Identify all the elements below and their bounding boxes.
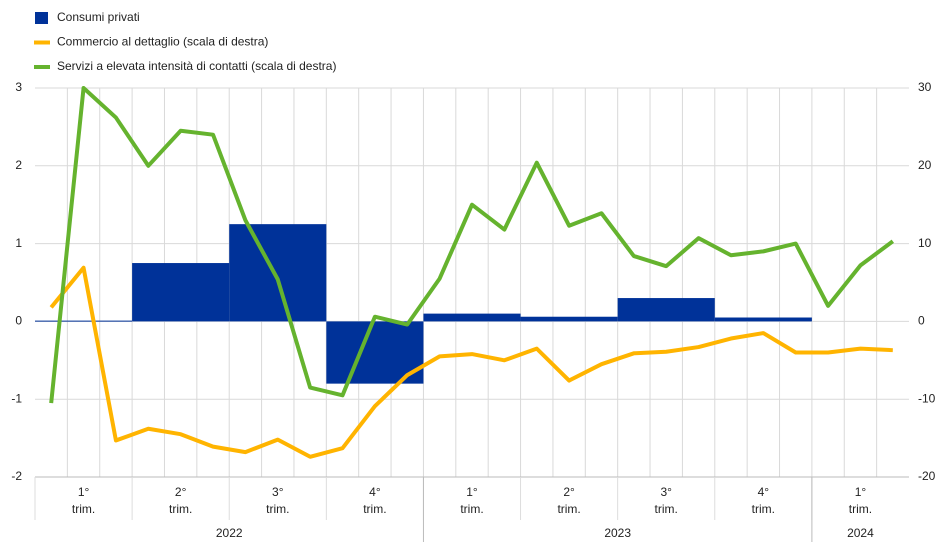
x-tick-label: 4° [369, 485, 381, 499]
x-tick-label: 2° [175, 485, 187, 499]
legend-label: Commercio al dettaglio (scala di destra) [57, 35, 268, 49]
bar [35, 320, 133, 322]
y2-tick-label: 30 [918, 80, 932, 94]
y-tick-label: -2 [11, 469, 22, 483]
x-tick-label: trim. [655, 502, 678, 516]
legend-swatch [35, 12, 48, 24]
y-tick-label: 0 [15, 314, 22, 328]
bar [617, 298, 715, 322]
x-tick-label: 4° [758, 485, 770, 499]
bar [714, 317, 812, 322]
x-tick-label: trim. [557, 502, 580, 516]
year-label: 2023 [604, 526, 631, 540]
bar [229, 224, 327, 322]
y2-tick-label: 20 [918, 158, 932, 172]
line [49, 86, 895, 404]
y-tick-label: 1 [15, 236, 22, 250]
y2-tick-label: -20 [918, 469, 936, 483]
y2-tick-label: 10 [918, 236, 932, 250]
x-tick-label: 3° [272, 485, 284, 499]
x-tick-label: trim. [849, 502, 872, 516]
x-tick-label: 1° [78, 485, 90, 499]
x-tick-label: 2° [563, 485, 575, 499]
bar [423, 313, 521, 322]
x-tick-label: 3° [660, 485, 672, 499]
legend-label: Servizi a elevata intensità di contatti … [57, 59, 336, 73]
y2-tick-label: 0 [918, 314, 925, 328]
x-tick-label: trim. [266, 502, 289, 516]
year-label: 2024 [847, 526, 874, 540]
legend-label: Consumi privati [57, 10, 140, 24]
x-tick-label: trim. [460, 502, 483, 516]
x-tick-label: 1° [466, 485, 478, 499]
bar [520, 316, 618, 322]
y-tick-label: -1 [11, 391, 22, 405]
x-tick-label: trim. [363, 502, 386, 516]
y-tick-label: 2 [15, 158, 22, 172]
line [49, 265, 893, 459]
year-label: 2022 [216, 526, 243, 540]
y2-tick-label: -10 [918, 391, 936, 405]
y-tick-label: 3 [15, 80, 22, 94]
bar [132, 263, 230, 322]
x-tick-label: trim. [169, 502, 192, 516]
x-tick-label: trim. [752, 502, 775, 516]
x-tick-label: trim. [72, 502, 95, 516]
x-tick-label: 1° [855, 485, 867, 499]
